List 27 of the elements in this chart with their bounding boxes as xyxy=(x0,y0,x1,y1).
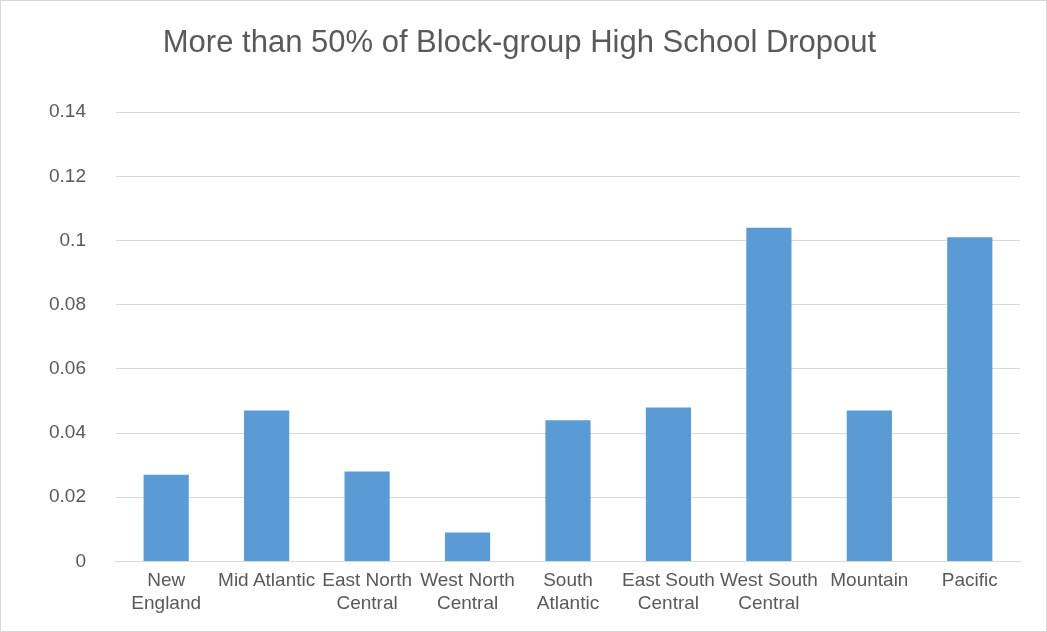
y-tick-label: 0.14 xyxy=(49,100,87,122)
bar xyxy=(244,410,290,561)
y-tick-label: 0.1 xyxy=(59,228,86,250)
x-tick-label: Pacific xyxy=(941,569,998,591)
x-tick-label: Mid Atlantic xyxy=(218,569,316,591)
bar xyxy=(746,227,792,561)
x-tick-label: West North Central xyxy=(420,569,515,613)
y-tick-label: 0 xyxy=(75,549,86,571)
x-tick-label: Mountain xyxy=(830,569,909,591)
x-tick-label: East South Central xyxy=(621,569,715,613)
bar xyxy=(846,410,892,561)
bar xyxy=(645,407,692,561)
chart-title: More than 50% of Block-group High School Dropout xyxy=(162,24,877,60)
x-tick-label: South Atlantic xyxy=(536,569,600,613)
x-tick-label: East North Central xyxy=(322,569,412,613)
y-tick-label: 0.12 xyxy=(49,164,86,186)
bar xyxy=(947,237,993,561)
y-tick-label: 0.06 xyxy=(49,357,86,379)
bar xyxy=(444,532,491,561)
bar xyxy=(344,471,390,561)
x-tick-label: West South Central xyxy=(719,569,818,613)
x-tick-label: New England xyxy=(131,569,202,613)
y-tick-label: 0.04 xyxy=(49,421,87,443)
y-tick-label: 0.02 xyxy=(49,485,86,507)
bar xyxy=(545,420,591,561)
bar xyxy=(143,474,189,561)
y-tick-label: 0.08 xyxy=(49,292,86,314)
